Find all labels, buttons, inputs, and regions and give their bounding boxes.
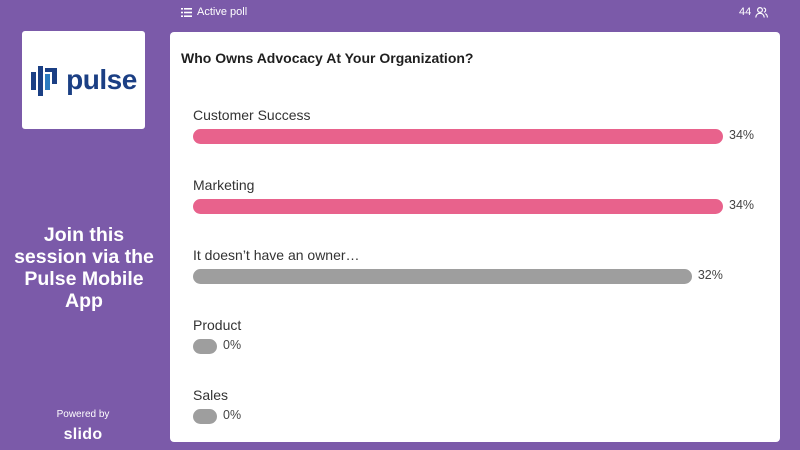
option-percent: 32% (697, 268, 723, 282)
option-bar (193, 199, 723, 214)
poll-option-sales: Sales 0% (193, 387, 768, 427)
powered-by-label: Powered by (56, 409, 110, 420)
option-percent: 0% (223, 408, 242, 422)
people-icon (755, 6, 769, 18)
active-poll-indicator: Active poll (181, 6, 247, 18)
poll-option-marketing: Marketing 34% (193, 177, 768, 217)
pulse-logo-text: pulse (66, 64, 137, 95)
option-percent: 0% (223, 338, 242, 352)
pulse-logo-card: pulse (22, 31, 145, 129)
top-bar: Active poll 44 (0, 0, 800, 28)
option-label: Product (193, 317, 242, 333)
participant-count: 44 (739, 6, 752, 18)
option-bar (193, 269, 692, 284)
option-label: It doesn’t have an owner… (193, 247, 360, 263)
option-label: Sales (193, 387, 229, 403)
option-bar (193, 129, 723, 144)
option-percent: 34% (729, 198, 755, 212)
poll-option-product: Product 0% (193, 317, 768, 357)
poll-option-customer-success: Customer Success 34% (193, 107, 768, 147)
list-icon (181, 7, 192, 17)
option-percent: 34% (729, 128, 755, 142)
option-bar (193, 409, 217, 424)
option-label: Customer Success (193, 107, 311, 123)
active-poll-label: Active poll (197, 6, 248, 18)
poll-option-no-owner: It doesn’t have an owner… 32% (193, 247, 768, 287)
poll-question: Who Owns Advocacy At Your Organization? (181, 50, 474, 66)
poll-card: Who Owns Advocacy At Your Organization? … (170, 32, 780, 442)
participant-counter: 44 (739, 6, 769, 18)
pulse-logo-icon (31, 66, 58, 96)
option-label: Marketing (193, 177, 255, 193)
slido-logo: slido (63, 426, 103, 443)
join-session-text: Join this session via the Pulse Mobile A… (14, 224, 154, 312)
option-bar (193, 339, 217, 354)
